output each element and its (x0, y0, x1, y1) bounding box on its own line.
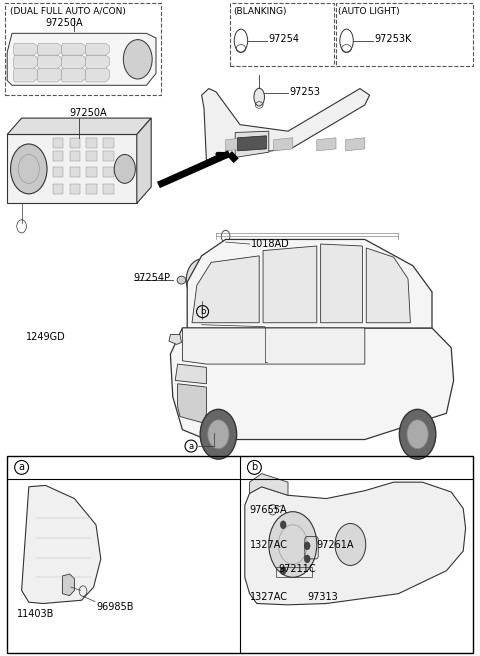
Polygon shape (226, 138, 245, 151)
Circle shape (11, 144, 47, 194)
Polygon shape (192, 256, 259, 323)
Circle shape (114, 154, 135, 183)
Polygon shape (37, 43, 61, 55)
Polygon shape (85, 55, 109, 68)
Polygon shape (62, 574, 74, 596)
Circle shape (280, 567, 286, 575)
Text: a: a (19, 462, 24, 472)
Polygon shape (37, 68, 61, 82)
Text: 97253: 97253 (289, 87, 321, 97)
Polygon shape (13, 43, 37, 55)
Text: b: b (251, 462, 258, 472)
Text: 97254P: 97254P (133, 273, 170, 283)
Text: 96985B: 96985B (96, 602, 133, 612)
Polygon shape (175, 364, 206, 384)
Polygon shape (366, 248, 410, 323)
Polygon shape (13, 68, 37, 82)
Circle shape (335, 523, 366, 565)
Polygon shape (169, 335, 181, 344)
Polygon shape (7, 118, 151, 134)
Polygon shape (13, 55, 37, 68)
Polygon shape (187, 239, 432, 328)
Text: 97253K: 97253K (374, 34, 412, 45)
Polygon shape (263, 246, 317, 323)
Circle shape (200, 409, 237, 459)
Polygon shape (317, 138, 336, 151)
Polygon shape (250, 474, 288, 495)
Polygon shape (7, 134, 137, 203)
Polygon shape (53, 184, 63, 194)
Polygon shape (70, 138, 80, 148)
Polygon shape (70, 184, 80, 194)
Circle shape (399, 409, 436, 459)
Text: b: b (200, 307, 205, 316)
Circle shape (269, 512, 317, 577)
Polygon shape (53, 138, 63, 148)
Circle shape (304, 555, 310, 563)
Text: 97250A: 97250A (46, 18, 83, 28)
Text: 11403B: 11403B (17, 609, 54, 619)
Text: 97250A: 97250A (70, 108, 107, 118)
Polygon shape (61, 55, 85, 68)
Text: (AUTO LIGHT): (AUTO LIGHT) (338, 7, 400, 16)
Text: 97254: 97254 (269, 34, 300, 45)
Polygon shape (103, 184, 114, 194)
Polygon shape (22, 485, 101, 604)
Polygon shape (238, 136, 266, 151)
Polygon shape (202, 89, 370, 161)
Ellipse shape (254, 88, 264, 106)
Polygon shape (86, 138, 97, 148)
Polygon shape (37, 55, 61, 68)
Circle shape (304, 542, 310, 550)
Polygon shape (346, 138, 365, 151)
Text: 1327AC: 1327AC (250, 592, 288, 602)
Text: 97313: 97313 (307, 592, 338, 602)
Polygon shape (70, 151, 80, 161)
Polygon shape (245, 482, 466, 605)
Polygon shape (53, 167, 63, 177)
Polygon shape (70, 167, 80, 177)
Circle shape (280, 521, 286, 529)
Circle shape (407, 420, 428, 449)
Ellipse shape (217, 276, 226, 284)
Circle shape (186, 259, 217, 301)
Polygon shape (103, 138, 114, 148)
Polygon shape (86, 167, 97, 177)
Text: 97261A: 97261A (317, 540, 354, 550)
Polygon shape (85, 43, 109, 55)
Polygon shape (178, 384, 206, 423)
Polygon shape (321, 244, 362, 323)
Polygon shape (274, 138, 293, 151)
Polygon shape (103, 151, 114, 161)
Text: (BLANKING): (BLANKING) (233, 7, 286, 16)
Polygon shape (103, 167, 114, 177)
Ellipse shape (177, 276, 186, 284)
Polygon shape (85, 68, 109, 82)
Circle shape (123, 39, 152, 79)
Polygon shape (182, 328, 365, 364)
Polygon shape (235, 131, 269, 157)
Polygon shape (61, 68, 85, 82)
Polygon shape (61, 43, 85, 55)
Text: a: a (189, 441, 193, 451)
Text: 97211C: 97211C (278, 564, 316, 574)
Polygon shape (53, 151, 63, 161)
Polygon shape (86, 151, 97, 161)
Polygon shape (7, 33, 156, 85)
Circle shape (208, 420, 229, 449)
Polygon shape (137, 118, 151, 203)
Text: 97655A: 97655A (250, 505, 287, 515)
Text: 1249GD: 1249GD (26, 332, 66, 342)
Text: 1018AD: 1018AD (251, 239, 290, 249)
Text: (DUAL FULL AUTO A/CON): (DUAL FULL AUTO A/CON) (10, 7, 125, 16)
Polygon shape (170, 328, 454, 440)
Polygon shape (86, 184, 97, 194)
Text: 1327AC: 1327AC (250, 540, 288, 550)
